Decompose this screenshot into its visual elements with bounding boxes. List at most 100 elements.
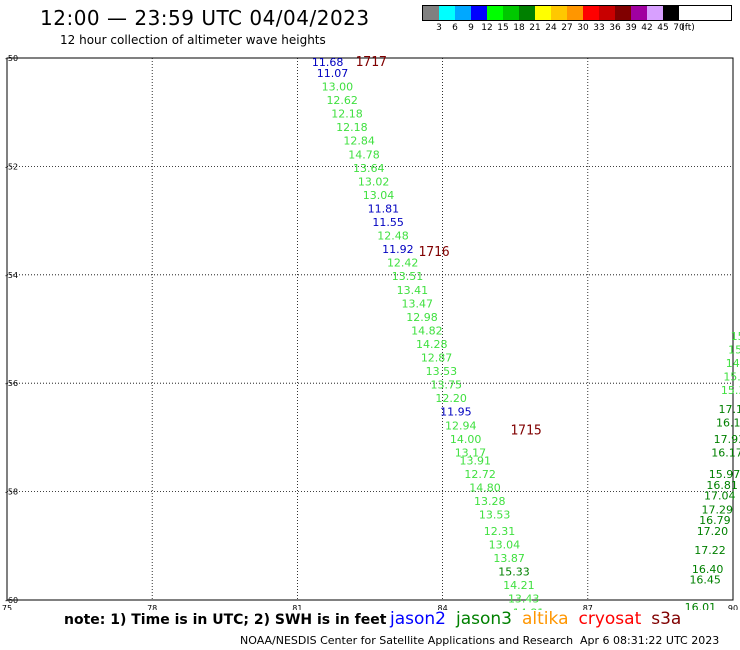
wave-height-label: 12.94: [445, 419, 477, 432]
lat-tick-label: -58: [5, 488, 18, 497]
wave-height-label: 13.87: [493, 552, 525, 565]
wave-height-label: 12.72: [464, 468, 496, 481]
pass-number-label: 1717: [355, 55, 386, 70]
wave-height-label-east: 16.01: [685, 601, 717, 610]
wave-height-label: 13.51: [392, 270, 424, 283]
wave-height-label: 11.07: [317, 67, 349, 80]
wave-height-label-east: 17.20: [697, 525, 729, 538]
wave-height-label: 13.28: [474, 495, 506, 508]
lat-tick-label: -52: [5, 162, 18, 171]
axis-ticks: 75 78 81 84 87 90 -50 -52 -54 -56 -58 -60: [2, 54, 738, 610]
wave-height-label-east: 15: [728, 343, 740, 356]
legend-swatch: [647, 6, 663, 20]
wave-height-label-east: 16.79: [699, 514, 731, 527]
legend-label: 36: [609, 23, 621, 33]
satellite-label-altika: altika: [522, 609, 569, 629]
wave-height-label: 13.75: [431, 379, 463, 392]
wave-height-legend: 3 6 9 12 15 18 21 24 27 30 33 36 39 42 45 70 (ft): [422, 5, 732, 35]
lon-tick-label: 81: [292, 604, 302, 610]
legend-label: 9: [468, 23, 474, 33]
wave-height-label-east: 16.40: [692, 563, 724, 576]
legend-label: 21: [529, 23, 541, 33]
lat-tick-label: -60: [5, 596, 18, 605]
wave-height-label-east: 16.45: [689, 574, 721, 587]
wave-height-label: 12.62: [326, 94, 358, 107]
wave-height-label: 14.81: [513, 606, 545, 610]
wave-height-label-east: 17.04: [704, 490, 736, 503]
legend-swatch: [503, 6, 519, 20]
legend-swatch: [423, 6, 439, 20]
legend-swatch: [583, 6, 599, 20]
page-subtitle: 12 hour collection of altimeter wave hei…: [60, 33, 326, 47]
wave-height-label-east: 15.: [723, 370, 740, 383]
wave-height-label: 13.43: [508, 593, 540, 606]
wave-height-label: 12.42: [387, 257, 419, 270]
wave-height-label: 12.48: [377, 230, 409, 243]
satellite-legend: jason2 jason3 altika cryosat s3a: [390, 609, 691, 629]
legend-label: 39: [625, 23, 637, 33]
wave-height-label: 13.00: [322, 81, 354, 94]
wave-height-label: 12.18: [331, 108, 363, 121]
wave-height-label: 14.82: [411, 324, 443, 337]
page-title: 12:00 — 23:59 UTC 04/04/2023: [40, 6, 370, 30]
legend-swatch: [567, 6, 583, 20]
legend-swatch: [599, 6, 615, 20]
lon-tick-label: 75: [2, 604, 12, 610]
lon-tick-label: 84: [438, 604, 448, 610]
legend-labels: 3 6 9 12 15 18 21 24 27 30 33 36 39 42 45 70 (ft): [422, 23, 732, 35]
wave-height-label: 13.41: [397, 284, 429, 297]
generated-timestamp: Apr 6 08:31:22 UTC 2023: [580, 634, 720, 647]
legend-swatch: [487, 6, 503, 20]
lon-tick-label: 90: [728, 604, 738, 610]
wave-height-label: 14.80: [469, 482, 501, 495]
legend-swatch: [455, 6, 471, 20]
legend-swatch: [615, 6, 631, 20]
pass-number-label: 1715: [510, 424, 541, 439]
legend-swatch: [551, 6, 567, 20]
wave-height-label: 13.04: [489, 539, 520, 552]
legend-label: 33: [593, 23, 605, 33]
lon-tick-label: 87: [583, 604, 593, 610]
legend-label: 70: [673, 23, 685, 33]
wave-height-label: 11.81: [368, 202, 400, 215]
wave-height-label: 14.00: [450, 433, 482, 446]
legend-color-bar: [422, 5, 732, 21]
credit-line: NOAA/NESDIS Center for Satellite Applica…: [240, 634, 574, 647]
legend-swatch: [519, 6, 535, 20]
lat-tick-label: -50: [5, 54, 18, 63]
legend-swatch: [439, 6, 455, 20]
legend-label: 27: [561, 23, 573, 33]
wave-height-label: 12.98: [406, 311, 438, 324]
wave-height-label: 11.55: [372, 216, 404, 229]
wave-height-label-east: 15: [731, 330, 740, 343]
wave-height-label-east: 16.81: [706, 479, 738, 492]
wave-height-label: 11.95: [440, 406, 472, 419]
pass-labels: 1717 1716 1715: [355, 55, 541, 439]
wave-height-label: 13.53: [479, 509, 511, 522]
wave-height-label: 11.68: [312, 56, 344, 69]
legend-label: 18: [513, 23, 525, 33]
legend-label: 3: [436, 23, 442, 33]
wave-height-label: 13.17: [455, 446, 487, 459]
wave-height-label-east: 15.97: [709, 468, 740, 481]
wave-height-label: 13.04: [363, 189, 395, 202]
wave-height-label: 15.33: [498, 566, 530, 579]
legend-label: 6: [452, 23, 458, 33]
wave-height-label-east: 14: [726, 357, 740, 370]
wave-height-label-east: 17.22: [694, 544, 726, 557]
legend-swatch: [471, 6, 487, 20]
legend-swatch: [631, 6, 647, 20]
satellite-label-cryosat: cryosat: [578, 609, 642, 629]
wave-height-label-east: 17.1: [718, 403, 740, 416]
altimeter-map: 75 78 81 84 87 90 -50 -52 -54 -56 -58 -60 11.6811.0…: [2, 54, 740, 610]
wave-height-label: 12.18: [336, 121, 368, 134]
footer-note: note: 1) Time is in UTC; 2) SWH is in fe…: [64, 612, 387, 628]
legend-label: 24: [545, 23, 557, 33]
wave-height-label: 14.21: [503, 579, 534, 592]
wave-height-label: 12.87: [421, 352, 453, 365]
legend-label: 15: [497, 23, 509, 33]
wave-height-label-east: 16.17: [711, 446, 740, 459]
satellite-label-jason3: jason3: [456, 609, 512, 629]
wave-height-track: 11.6811.0713.0012.6212.1812.1812.8414.78…: [312, 56, 740, 610]
legend-label: 30: [577, 23, 589, 33]
